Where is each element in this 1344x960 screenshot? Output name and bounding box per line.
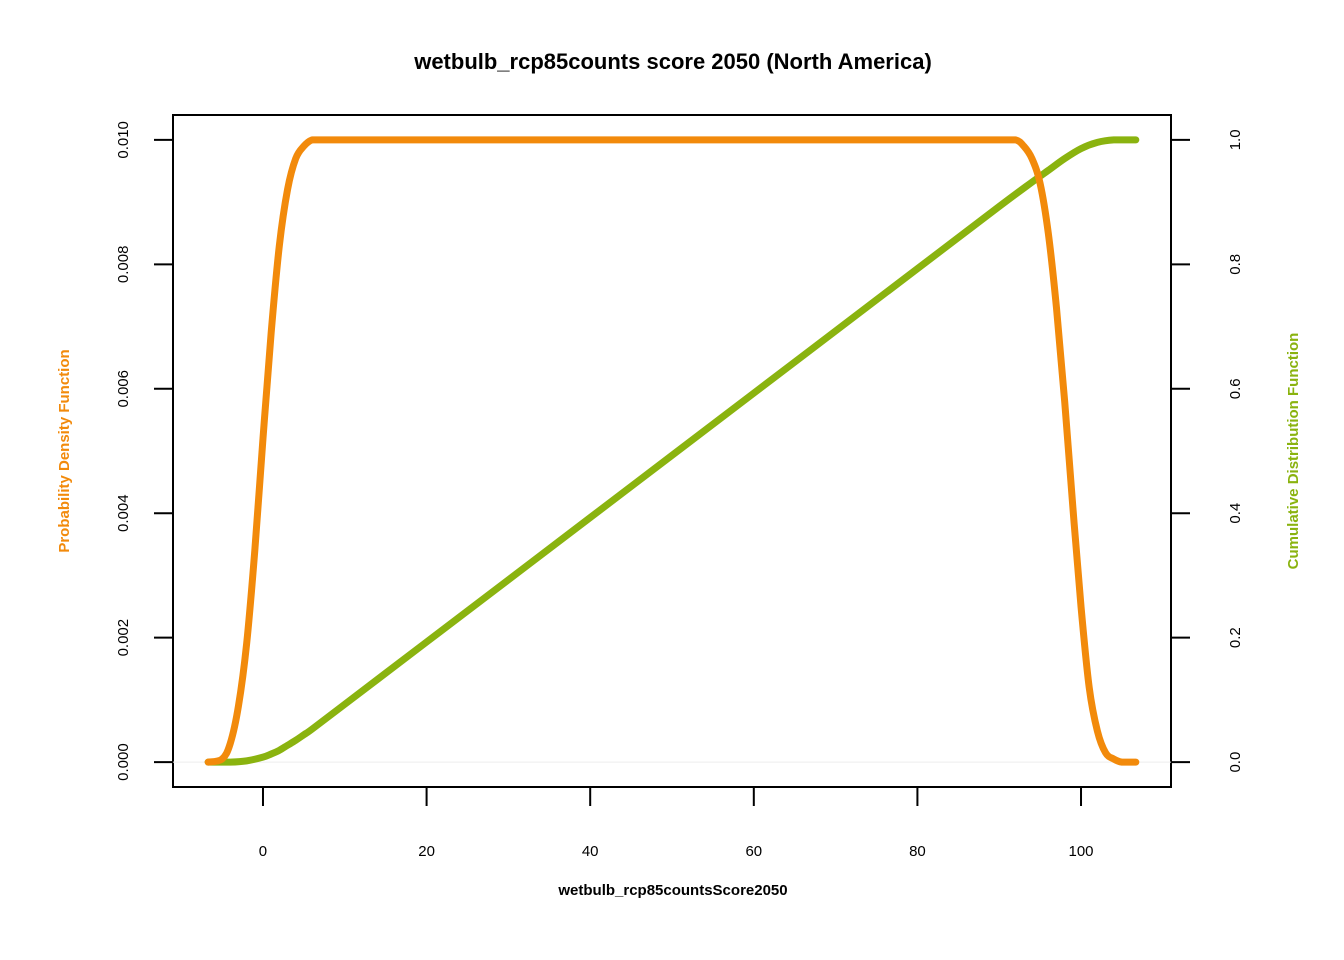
x-tick-label: 60 bbox=[745, 843, 762, 860]
y-right-tick-label: 0.6 bbox=[1227, 378, 1244, 399]
x-tick-label: 100 bbox=[1069, 843, 1094, 860]
y-right-tick-label: 0.8 bbox=[1227, 254, 1244, 275]
y-axis-right: 0.0 0.2 0.4 0.6 0.8 1.0 bbox=[1171, 129, 1244, 773]
chart-title: wetbulb_rcp85counts score 2050 (North Am… bbox=[413, 49, 932, 74]
series-layer bbox=[173, 136, 1171, 766]
x-tick-label: 20 bbox=[418, 843, 435, 860]
y-axis-left: 0.000 0.002 0.004 0.006 0.008 0.010 bbox=[115, 121, 173, 781]
y-axis-right-title: Cumulative Distribution Function bbox=[1285, 333, 1302, 570]
y-left-tick-label: 0.008 bbox=[115, 246, 132, 284]
x-axis: 0 20 40 60 80 100 bbox=[259, 787, 1094, 860]
x-axis-title: wetbulb_rcp85countsScore2050 bbox=[557, 882, 787, 899]
x-tick-label: 80 bbox=[909, 843, 926, 860]
y-left-tick-label: 0.010 bbox=[115, 121, 132, 159]
cdf-line bbox=[204, 136, 1140, 766]
y-left-tick-label: 0.004 bbox=[115, 494, 132, 532]
plot-frame bbox=[172, 114, 1172, 788]
x-tick-label: 40 bbox=[582, 843, 599, 860]
y-left-tick-label: 0.006 bbox=[115, 370, 132, 408]
y-right-tick-label: 0.0 bbox=[1227, 752, 1244, 773]
y-axis-left-title: Probability Density Function bbox=[56, 349, 73, 552]
y-right-tick-label: 0.2 bbox=[1227, 627, 1244, 648]
y-left-tick-label: 0.002 bbox=[115, 619, 132, 657]
y-left-tick-label: 0.000 bbox=[115, 743, 132, 781]
x-tick-label: 0 bbox=[259, 843, 267, 860]
pdf-line bbox=[204, 136, 1140, 766]
y-right-tick-label: 1.0 bbox=[1227, 129, 1244, 150]
y-right-tick-label: 0.4 bbox=[1227, 503, 1244, 524]
